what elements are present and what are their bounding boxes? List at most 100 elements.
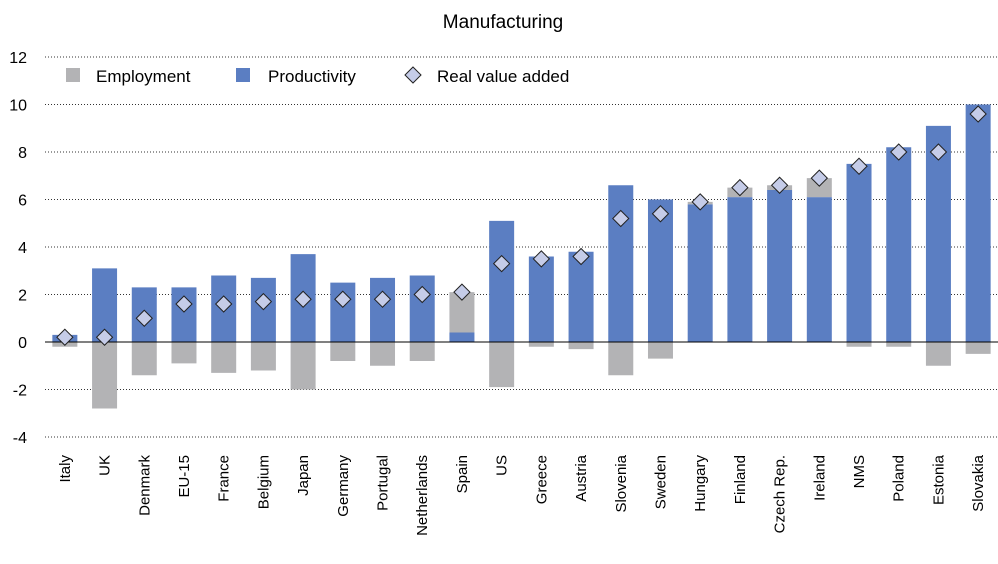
bar-employment (647, 342, 673, 359)
bar-employment (250, 342, 276, 371)
bar-employment (370, 342, 396, 366)
marker-real-value-added (254, 292, 273, 311)
bar-productivity (647, 199, 673, 342)
x-tick-label: Czech Rep. (772, 455, 789, 533)
x-tick-label: Ireland (811, 455, 828, 501)
x-axis-labels: Italy UK Denmark EU-15 France Belgium Japan Ger… (57, 454, 987, 536)
x-tick-label: Italy (57, 455, 74, 483)
bar-employment (846, 342, 872, 347)
bar-employment (92, 342, 118, 409)
marker-real-value-added (413, 285, 431, 304)
x-tick-label: Greece (533, 455, 550, 504)
x-tick-label: Finland (732, 455, 749, 504)
x-tick-label: EU-15 (176, 455, 193, 498)
marker-real-value-added (890, 143, 908, 161)
chart-title: Manufacturing (443, 12, 563, 33)
y-tick-label: 8 (18, 145, 27, 162)
x-tick-label: Germany (335, 455, 352, 517)
bar-employment (568, 342, 594, 350)
marker-real-value-added (691, 193, 709, 211)
marker-real-value-added (532, 250, 551, 268)
bar-employment (131, 342, 157, 376)
marker-real-value-added (492, 254, 511, 273)
bar-employment (608, 342, 634, 376)
bar-productivity (806, 197, 832, 342)
x-tick-label: Portugal (375, 455, 392, 511)
x-tick-label: Slovenia (613, 454, 630, 512)
x-tick-label: Estonia (930, 454, 947, 505)
bar-employment (965, 342, 991, 354)
y-tick-label: 2 (18, 288, 27, 305)
x-tick-label: Japan (295, 455, 312, 496)
bar-employment (925, 342, 951, 366)
legend-swatch-productivity (236, 68, 250, 82)
marker-real-value-added (214, 295, 233, 313)
y-tick-label: 10 (9, 98, 27, 115)
x-tick-label: Sweden (652, 455, 669, 509)
marker-real-value-added (929, 143, 948, 161)
bar-productivity (449, 332, 475, 342)
marker-real-value-added (135, 309, 153, 327)
legend: Employment Productivity Real value added (66, 66, 569, 86)
bar-employment (409, 342, 435, 361)
y-tick-label: 4 (18, 240, 27, 257)
y-tick-label: -2 (13, 383, 27, 400)
marker-real-value-added (612, 209, 630, 228)
marker-real-value-added (294, 290, 312, 308)
marker-real-value-added (56, 328, 74, 346)
bar-productivity (925, 125, 951, 342)
x-tick-label: NMS (851, 455, 868, 488)
y-tick-label: 0 (18, 335, 27, 352)
bar-employment (330, 342, 356, 361)
legend-swatch-employment (66, 68, 80, 82)
bar-employment (211, 342, 237, 373)
x-tick-label: Hungary (692, 455, 709, 512)
bars (52, 104, 991, 409)
y-tick-label: -4 (13, 430, 27, 447)
marker-real-value-added (373, 290, 392, 308)
marker-real-value-added (95, 328, 114, 346)
bar-productivity (886, 147, 912, 342)
marker-real-value-added (453, 283, 471, 301)
legend-label-real-value-added: Real value added (437, 67, 569, 86)
bar-productivity (409, 275, 435, 342)
bar-employment (528, 342, 554, 347)
bar-productivity (608, 185, 634, 342)
marker-real-value-added (175, 295, 193, 313)
bar-productivity (846, 163, 872, 342)
x-tick-label: Poland (891, 455, 908, 502)
x-tick-label: UK (97, 455, 114, 476)
legend-label-productivity: Productivity (268, 67, 356, 86)
bar-productivity (370, 277, 396, 342)
x-tick-label: Denmark (136, 455, 153, 516)
bar-employment (886, 342, 912, 347)
bar-productivity (528, 256, 554, 342)
x-tick-label: Netherlands (414, 455, 431, 536)
y-axis-ticks: -4 -2 0 2 4 6 8 10 12 (9, 50, 27, 447)
bar-productivity (687, 204, 713, 342)
marker-real-value-added (651, 205, 670, 223)
x-tick-label: Belgium (255, 455, 272, 509)
legend-label-employment: Employment (96, 67, 191, 86)
bar-productivity (767, 190, 793, 342)
x-tick-label: France (216, 455, 233, 502)
bar-employment (806, 178, 832, 198)
bar-productivity (727, 197, 753, 342)
marker-real-value-added (334, 290, 352, 308)
bar-productivity (489, 220, 515, 342)
marker-real-value-added (969, 105, 987, 123)
marker-real-value-added (770, 176, 789, 194)
x-tick-label: Spain (454, 455, 471, 493)
value-added-markers (56, 105, 987, 346)
bar-productivity (568, 251, 594, 342)
bar-employment (290, 342, 316, 390)
y-tick-label: 6 (18, 193, 27, 210)
x-tick-label: Austria (573, 454, 590, 501)
bar-employment (489, 342, 515, 388)
marker-real-value-added (850, 157, 868, 175)
marker-real-value-added (731, 178, 749, 197)
bar-employment (171, 342, 197, 364)
bar-productivity (965, 104, 991, 342)
marker-real-value-added (572, 247, 590, 266)
